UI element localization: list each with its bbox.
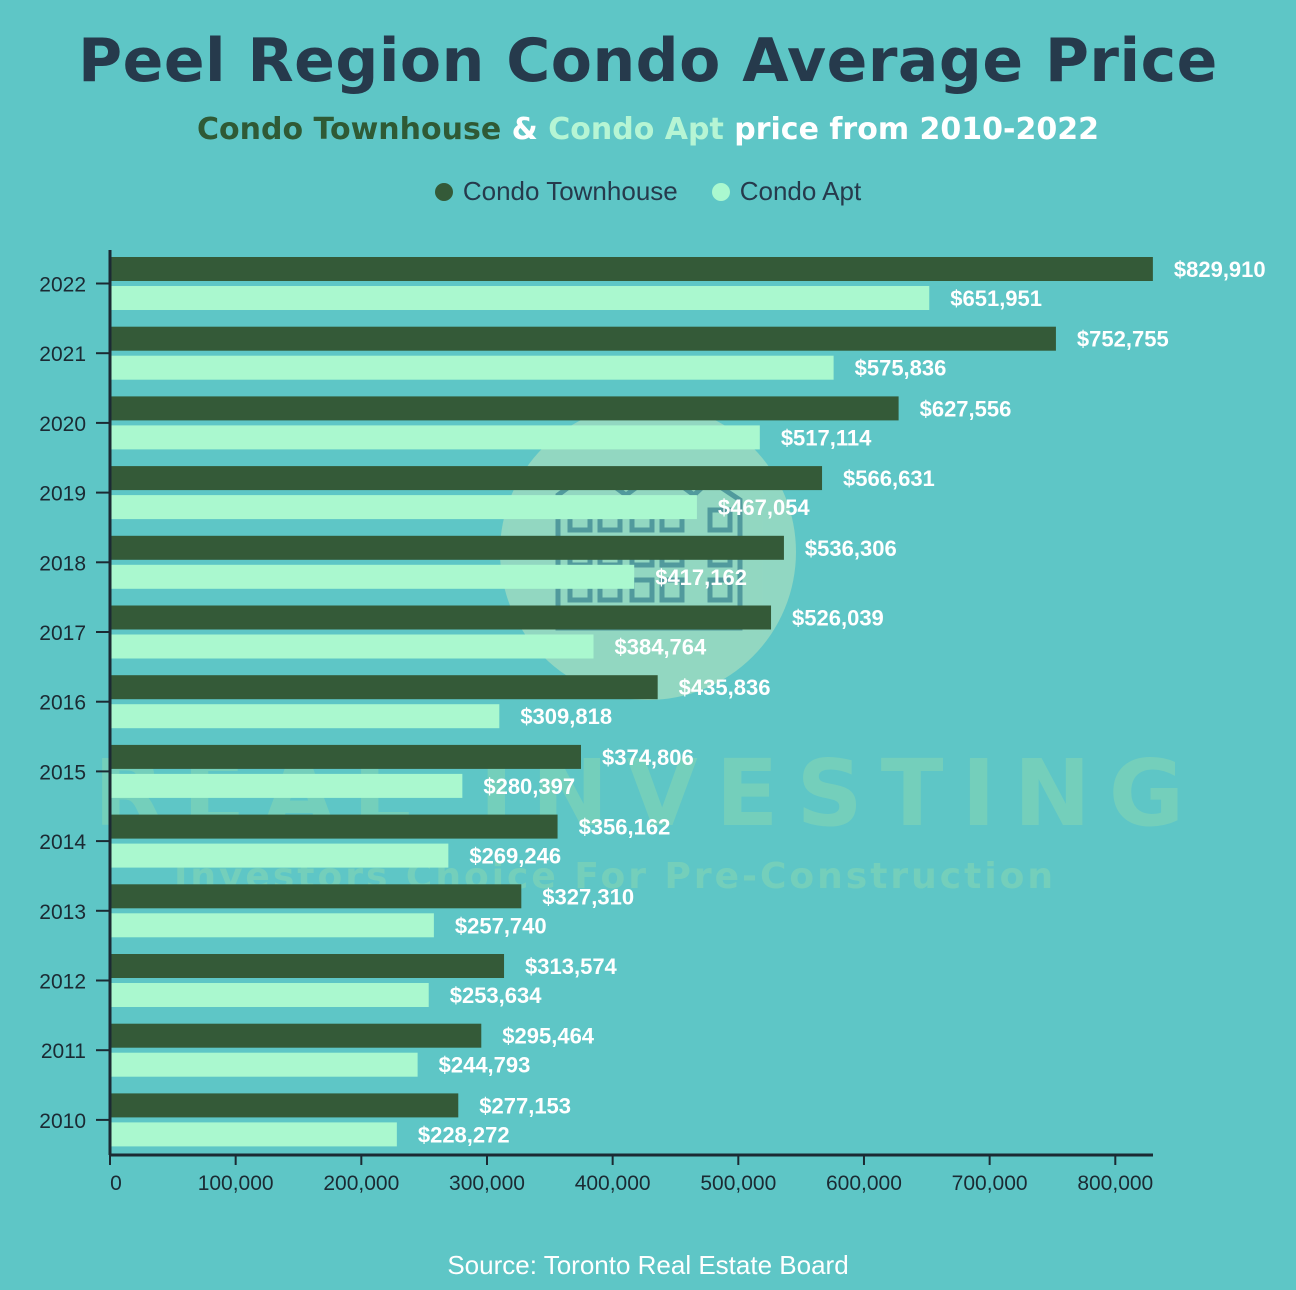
label-apt-2017: $384,764 — [615, 635, 708, 660]
ytick-label-2018: 2018 — [39, 552, 86, 575]
xtick-label-6: 600,000 — [826, 1172, 902, 1195]
bar-apt-2015 — [110, 773, 463, 798]
xtick-label-7: 700,000 — [952, 1172, 1028, 1195]
ytick-label-2013: 2013 — [39, 901, 86, 924]
ytick-label-2020: 2020 — [39, 413, 86, 436]
axes-layer: 2022 2021 2020 2019 2018 2017 2016 2015 2014 2013… — [39, 250, 1153, 1195]
label-townhouse-2021: $752,755 — [1077, 327, 1169, 352]
bar-townhouse-2021 — [110, 326, 1056, 351]
subtitle-apt: Condo Apt — [548, 112, 724, 147]
bar-apt-2017 — [110, 634, 594, 659]
xtick-label-5: 500,000 — [700, 1172, 776, 1195]
ytick-label-2010: 2010 — [39, 1110, 86, 1133]
bar-townhouse-2017 — [110, 605, 772, 630]
label-apt-2022: $651,951 — [950, 286, 1042, 311]
label-townhouse-2010: $277,153 — [479, 1093, 571, 1118]
bar-apt-2022 — [110, 286, 930, 310]
bar-apt-2019 — [110, 495, 697, 520]
label-townhouse-2017: $526,039 — [792, 606, 884, 631]
ytick-label-2014: 2014 — [39, 831, 86, 854]
ytick-label-2019: 2019 — [39, 483, 86, 506]
bar-townhouse-2019 — [110, 466, 823, 491]
subtitle-townhouse: Condo Townhouse — [196, 112, 502, 147]
bar-apt-2011 — [110, 1052, 418, 1077]
legend-label-apt: Condo Apt — [739, 176, 862, 206]
source-note: Source: Toronto Real Estate Board — [447, 1250, 849, 1280]
legend-label-townhouse: Condo Townhouse — [462, 176, 678, 206]
ytick-label-2012: 2012 — [39, 971, 86, 994]
subtitle-amp: & — [501, 112, 549, 147]
legend-swatch-townhouse — [434, 182, 453, 201]
label-apt-2019: $467,054 — [718, 495, 811, 520]
label-townhouse-2020: $627,556 — [920, 396, 1012, 421]
legend-swatch-apt — [711, 182, 730, 201]
bar-townhouse-2022 — [110, 257, 1153, 281]
bar-apt-2010 — [110, 1122, 397, 1147]
label-townhouse-2012: $313,574 — [525, 954, 618, 979]
label-apt-2020: $517,114 — [781, 425, 872, 450]
label-townhouse-2011: $295,464 — [502, 1024, 595, 1049]
label-apt-2011: $244,793 — [439, 1053, 531, 1078]
label-apt-2010: $228,272 — [418, 1122, 510, 1147]
legend-item-apt: Condo Apt — [711, 176, 862, 207]
bar-townhouse-2012 — [110, 954, 505, 978]
label-apt-2018: $417,162 — [655, 565, 747, 590]
label-apt-2014: $269,246 — [469, 844, 561, 869]
bar-townhouse-2016 — [110, 675, 658, 700]
ytick-label-2011: 2011 — [41, 1040, 86, 1063]
label-apt-2012: $253,634 — [450, 983, 543, 1008]
bar-townhouse-2014 — [110, 814, 558, 839]
bar-apt-2018 — [110, 564, 635, 589]
bar-apt-2014 — [110, 843, 449, 868]
label-townhouse-2013: $327,310 — [542, 884, 634, 909]
bar-apt-2012 — [110, 983, 429, 1007]
legend-item-townhouse: Condo Townhouse — [434, 176, 678, 207]
label-apt-2015: $280,397 — [483, 774, 575, 799]
bars-layer: $829,910 $651,951 $752,755 $575,836 $627,556… — [110, 257, 1266, 1147]
subtitle-rest: price from 2010-2022 — [723, 112, 1099, 147]
label-townhouse-2019: $566,631 — [843, 466, 935, 491]
legend: Condo Townhouse Condo Apt — [0, 176, 1296, 207]
xtick-label-4: 400,000 — [575, 1172, 651, 1195]
label-townhouse-2014: $356,162 — [579, 815, 671, 840]
label-townhouse-2022: $829,910 — [1174, 257, 1266, 282]
label-townhouse-2016: $435,836 — [679, 675, 771, 700]
bar-apt-2021 — [110, 355, 834, 380]
bar-townhouse-2015 — [110, 744, 581, 769]
xtick-label-8: 800,000 — [1077, 1172, 1153, 1195]
bar-townhouse-2010 — [110, 1093, 459, 1118]
label-apt-2013: $257,740 — [455, 913, 547, 938]
xtick-label-0: 0 — [110, 1172, 122, 1195]
bar-apt-2020 — [110, 425, 760, 450]
bar-townhouse-2020 — [110, 396, 899, 421]
ytick-label-2015: 2015 — [39, 761, 86, 784]
bar-townhouse-2018 — [110, 535, 784, 560]
label-townhouse-2018: $536,306 — [805, 536, 897, 561]
bar-townhouse-2011 — [110, 1023, 482, 1048]
ytick-label-2021: 2021 — [39, 343, 86, 366]
label-apt-2016: $309,818 — [520, 704, 612, 729]
bar-apt-2013 — [110, 913, 434, 938]
xtick-label-1: 100,000 — [198, 1172, 274, 1195]
xtick-label-2: 200,000 — [323, 1172, 399, 1195]
chart-title: Peel Region Condo Average Price — [78, 26, 1218, 96]
ytick-label-2022: 2022 — [39, 274, 86, 297]
bar-apt-2016 — [110, 704, 500, 729]
label-townhouse-2015: $374,806 — [602, 745, 694, 770]
chart-subtitle: Condo Townhouse & Condo Apt price from 2… — [0, 112, 1296, 147]
label-apt-2021: $575,836 — [855, 356, 947, 381]
ytick-label-2017: 2017 — [39, 622, 86, 645]
xtick-label-3: 300,000 — [449, 1172, 525, 1195]
ytick-label-2016: 2016 — [39, 692, 86, 715]
bar-townhouse-2013 — [110, 884, 522, 909]
